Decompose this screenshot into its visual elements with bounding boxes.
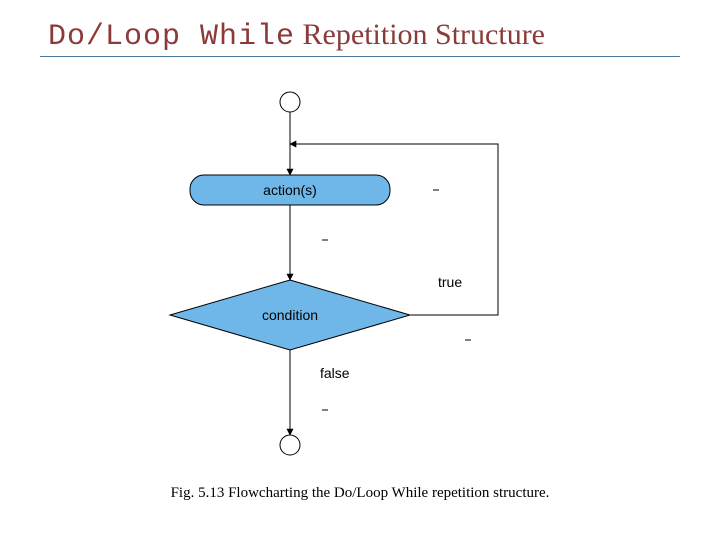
figure-caption: Fig. 5.13 Flowcharting the Do/Loop While… bbox=[0, 485, 720, 502]
end-node bbox=[280, 435, 300, 455]
start-node bbox=[280, 92, 300, 112]
title-rest-part: Repetition Structure bbox=[295, 18, 545, 51]
true-label: true bbox=[438, 274, 462, 290]
action-label: action(s) bbox=[263, 182, 317, 198]
edges bbox=[290, 112, 498, 435]
condition-node: condition bbox=[170, 280, 410, 350]
page-title: Do/Loop While Repetition Structure bbox=[48, 18, 545, 54]
title-underline bbox=[40, 56, 680, 57]
false-label: false bbox=[320, 365, 350, 381]
flowchart-diagram: action(s) condition true false bbox=[0, 80, 720, 480]
condition-label: condition bbox=[262, 307, 318, 323]
action-node: action(s) bbox=[190, 175, 390, 205]
title-code-part: Do/Loop While bbox=[48, 20, 295, 54]
